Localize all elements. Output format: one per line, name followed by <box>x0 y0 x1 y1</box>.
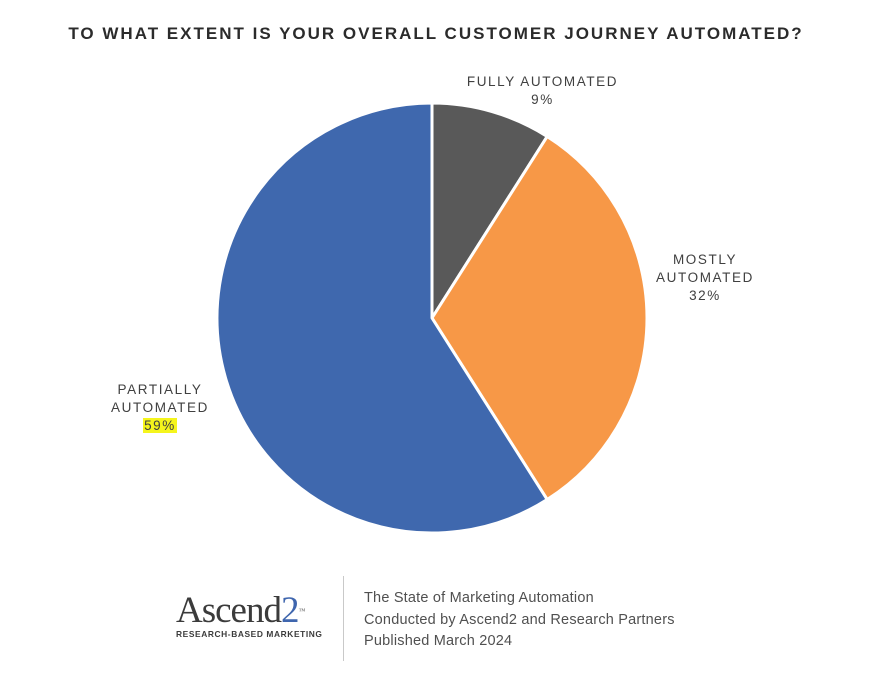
slice-value-label: 32% <box>689 288 721 303</box>
logo-tagline: RESEARCH-BASED MARKETING <box>176 629 323 639</box>
pie-slice-mostly-automated <box>430 134 649 502</box>
pie-slice-fully-automated <box>430 101 549 320</box>
slice-label-text: MOSTLY <box>672 252 738 267</box>
credit-conducted-by: Conducted by Ascend2 and Research Partne… <box>364 611 675 628</box>
logo-word: Ascend <box>176 590 282 631</box>
slice-label-fully-automated: FULLY AUTOMATED 9% <box>455 73 630 109</box>
slice-label-partially-automated: PARTIALLY AUTOMATED 59% <box>95 381 225 435</box>
footer-divider <box>343 576 344 661</box>
chart-title: TO WHAT EXTENT IS YOUR OVERALL CUSTOMER … <box>68 24 804 43</box>
logo-trademark: ™ <box>298 607 305 615</box>
slice-value-label-highlighted: 59% <box>143 418 177 433</box>
pie-slice-partially-automated <box>215 101 549 535</box>
logo-digit: 2 <box>280 590 299 631</box>
slice-label-text: AUTOMATED <box>656 270 754 285</box>
ascend2-logo: Ascend2™ RESEARCH-BASED MARKETING <box>176 592 323 639</box>
footer-credits: The State of Marketing Automation Conduc… <box>364 588 675 653</box>
slice-label-mostly-automated: MOSTLY AUTOMATED 32% <box>640 251 770 305</box>
slice-label-text: FULLY AUTOMATED <box>466 74 619 89</box>
slice-label-text: AUTOMATED <box>111 400 209 415</box>
credit-published-date: Published March 2024 <box>364 633 513 649</box>
pie-chart <box>215 101 649 535</box>
slice-label-text: PARTIALLY <box>117 382 203 397</box>
slice-value-label: 9% <box>531 92 554 107</box>
credit-report-title: The State of Marketing Automation <box>364 590 594 606</box>
